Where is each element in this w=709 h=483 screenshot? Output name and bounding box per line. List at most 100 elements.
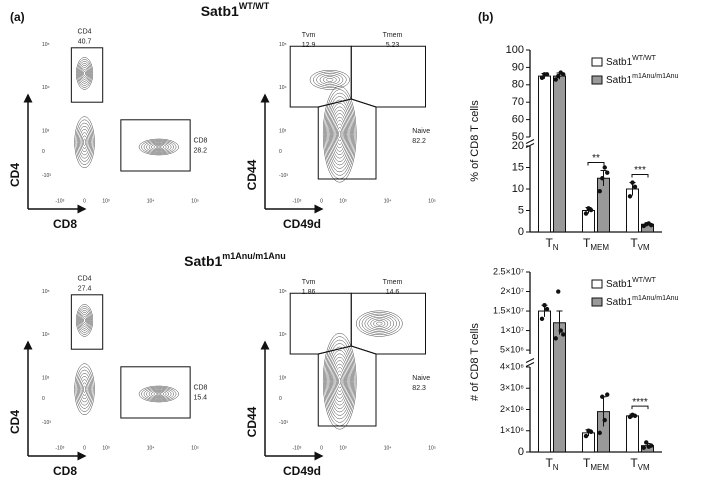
- legend-text: Satb1: [606, 297, 633, 308]
- data-point: [558, 328, 563, 333]
- data-point: [542, 302, 547, 308]
- y-tick-label: 5×10⁶: [500, 344, 524, 354]
- contour: [328, 350, 351, 413]
- x-tick-label: 10⁴: [384, 445, 392, 451]
- contour: [83, 385, 87, 393]
- gate-value: 40.7: [78, 39, 92, 46]
- bar: [553, 75, 566, 233]
- y-tick-label: 4×10⁶: [500, 361, 524, 371]
- contour: [77, 306, 93, 335]
- contour: [82, 69, 87, 78]
- data-point: [632, 184, 638, 190]
- y-tick-label: 0: [42, 396, 45, 402]
- contour: [316, 73, 344, 87]
- y-tick-label: -10³: [42, 420, 51, 426]
- y-tick-label: 10³: [279, 128, 287, 134]
- contour: [153, 391, 165, 397]
- title-superscript: WT/WT: [239, 1, 270, 11]
- gate-name: Naive: [412, 375, 430, 382]
- legend-text: Satb1: [606, 279, 633, 290]
- x-tick-label: -10³: [292, 445, 301, 451]
- contour: [79, 63, 90, 84]
- data-point: [597, 430, 602, 436]
- x-tick-label: 10³: [102, 198, 110, 204]
- x-tick-label: 0: [320, 445, 323, 451]
- gate: [350, 45, 426, 108]
- contour: [322, 332, 357, 430]
- y-tick-label: -10³: [42, 173, 51, 179]
- contour: [332, 360, 348, 403]
- y-axis-title: CD4: [8, 410, 22, 434]
- axis-break: [525, 139, 535, 148]
- y-tick-label: 10⁴: [42, 332, 50, 338]
- gate-name: Tvm: [302, 279, 316, 286]
- significance-label: **: [592, 153, 600, 164]
- contour: [338, 377, 342, 385]
- contour: [143, 140, 174, 154]
- y-tick-label: 0: [518, 226, 524, 238]
- contour: [78, 372, 91, 406]
- gate-value: 15.4: [193, 394, 207, 401]
- contour: [78, 61, 91, 86]
- x-tick-label: TVM: [630, 456, 650, 472]
- contour: [77, 59, 93, 88]
- contour: [331, 356, 349, 406]
- legend-superscript: WT/WT: [632, 55, 656, 62]
- gate-value: 12.9: [302, 42, 316, 49]
- category-subscript: MEM: [590, 243, 609, 252]
- data-point: [561, 72, 566, 77]
- contour: [327, 99, 352, 169]
- gate-value: 1.86: [302, 289, 316, 296]
- legend-superscript: m1Anu/m1Anu: [632, 295, 678, 302]
- data-point: [649, 222, 654, 228]
- contour: [333, 363, 346, 399]
- data-point: [632, 413, 638, 419]
- data-point: [561, 332, 566, 337]
- gate: [289, 292, 352, 355]
- contour: [79, 129, 90, 156]
- contour: [83, 318, 86, 323]
- legend-swatch: [591, 297, 603, 307]
- contour: [82, 316, 87, 325]
- x-tick-label: TN: [545, 456, 558, 472]
- x-tick-label: 10⁵: [428, 198, 436, 204]
- y-tick-label: 2.5×10⁷: [493, 266, 524, 276]
- y-tick-label: 20: [512, 140, 524, 152]
- gate-value: 82.3: [412, 385, 426, 392]
- contour: [364, 315, 394, 332]
- category-text: T: [583, 456, 591, 470]
- gate-value: 82.2: [412, 138, 426, 145]
- legend-swatch: [591, 75, 603, 85]
- contour: [79, 310, 90, 331]
- contour: [81, 382, 88, 396]
- data-point: [539, 75, 545, 81]
- legend-superscript: WT/WT: [632, 277, 656, 284]
- contour: [74, 363, 95, 416]
- y-tick-label: 100: [506, 44, 524, 56]
- category-subscript: VM: [638, 463, 650, 472]
- y-tick-label: 80: [512, 79, 524, 91]
- contour: [81, 314, 88, 327]
- contour: [143, 387, 174, 401]
- y-tick-label: 60: [512, 114, 524, 126]
- y-tick-label: 10: [512, 183, 524, 195]
- y-tick-label: 10³: [42, 128, 50, 134]
- contour: [337, 127, 343, 142]
- y-tick-label: 50: [512, 131, 524, 143]
- x-tick-label: -10³: [55, 445, 64, 451]
- y-axis-title: # of CD8 T cells: [469, 323, 481, 401]
- data-point: [602, 417, 607, 423]
- x-tick-label: 0: [83, 445, 86, 451]
- gate-name: Naive: [412, 128, 430, 135]
- contour: [330, 106, 350, 162]
- contour: [79, 376, 90, 403]
- y-tick-label: -10³: [279, 173, 288, 179]
- data-point: [553, 77, 558, 82]
- x-tick-label: 10⁵: [191, 445, 199, 451]
- x-tick-label: 10⁴: [147, 198, 155, 204]
- x-tick-label: 0: [320, 198, 323, 204]
- legend-swatch: [591, 279, 603, 289]
- title-superscript: m1Anu/m1Anu: [222, 251, 286, 261]
- y-tick-label: 15: [512, 161, 524, 173]
- data-point: [600, 176, 605, 181]
